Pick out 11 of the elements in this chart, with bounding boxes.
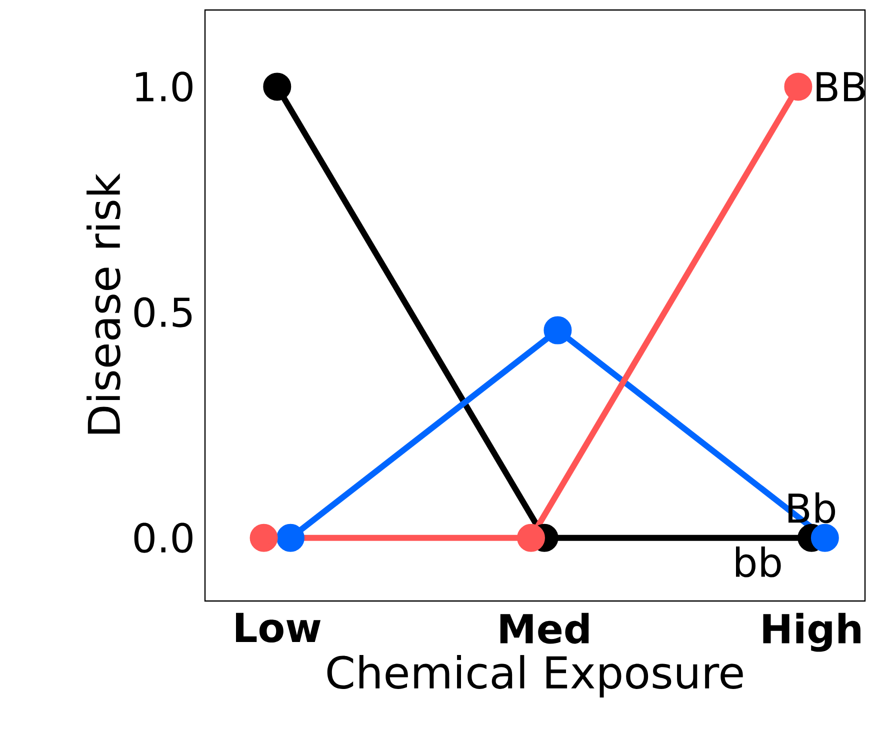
y-axis-title: Disease risk — [86, 173, 120, 434]
series-label: Bb — [788, 492, 836, 524]
x-tick-label: Low — [236, 612, 321, 643]
x-tick-label: High — [763, 612, 860, 652]
y-tick-label: 1.0 — [136, 72, 192, 102]
legend-label: BB — [816, 72, 865, 102]
y-tick-label: 0.0 — [134, 522, 192, 553]
y-tick-label: 0.5 — [134, 297, 192, 328]
x-tick-label: Med — [500, 612, 589, 644]
series-label: bb — [736, 546, 781, 578]
x-axis-title: Chemical Exposure — [327, 655, 743, 698]
